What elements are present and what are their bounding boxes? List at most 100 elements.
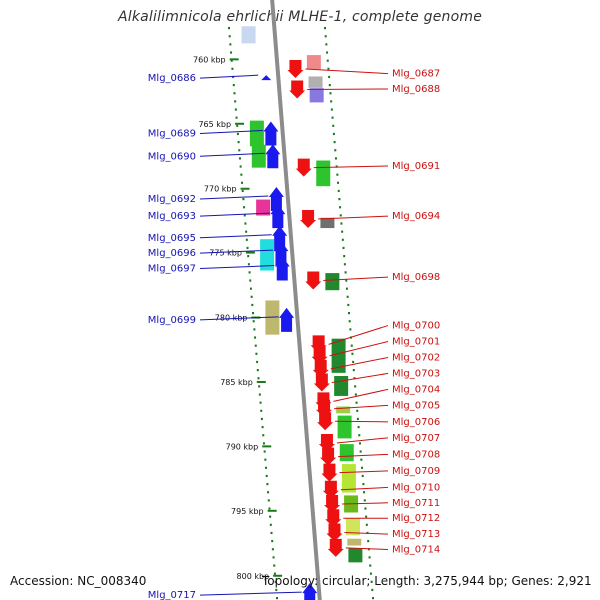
right-gene-arrow xyxy=(324,494,341,513)
track-dot xyxy=(239,165,242,168)
track-dot xyxy=(354,385,357,388)
track-dot xyxy=(228,35,231,38)
track-dot xyxy=(240,173,243,176)
gene-label-left: Mlg_0693 xyxy=(148,211,196,222)
gene-label-left: Mlg_0689 xyxy=(148,128,196,139)
track-dot xyxy=(343,255,346,258)
track-dot xyxy=(357,426,360,429)
track-dot xyxy=(348,312,350,315)
right-leader xyxy=(335,420,389,423)
track-dot xyxy=(363,491,366,494)
left-leader xyxy=(199,129,263,134)
track-dot xyxy=(243,214,246,217)
track-dot xyxy=(238,149,241,152)
left-gene-arrow xyxy=(302,583,318,600)
track-dot xyxy=(235,116,238,119)
track-dot xyxy=(249,279,252,282)
right-gene-arrow xyxy=(327,538,344,557)
track-dot xyxy=(254,344,257,347)
gene-label-right: Mlg_0691 xyxy=(392,161,440,172)
track-dot xyxy=(332,132,335,136)
track-dot xyxy=(371,588,374,592)
track-dot xyxy=(353,377,356,380)
track-dot xyxy=(275,588,278,592)
track-dot xyxy=(236,124,239,127)
left-gene-arrow xyxy=(268,187,284,211)
track-dot xyxy=(270,531,273,535)
tick-label: 770 kbp xyxy=(204,185,237,194)
track-dot xyxy=(362,483,365,486)
track-dot xyxy=(341,230,344,233)
track-dot xyxy=(246,246,249,250)
track-dot xyxy=(267,491,270,494)
gene-label-right: Mlg_0710 xyxy=(392,482,440,493)
track-dot xyxy=(328,84,331,87)
track-dot xyxy=(329,92,332,95)
tick-label: 785 kbp xyxy=(220,378,253,387)
track-dot xyxy=(352,360,355,364)
right-gene-arrow xyxy=(318,433,335,452)
left-gene-arrow xyxy=(270,204,286,229)
track-dot xyxy=(363,499,366,502)
gene-label-right: Mlg_0698 xyxy=(392,272,440,283)
track-dot xyxy=(230,59,233,62)
track-dot xyxy=(260,417,263,421)
right-leader xyxy=(339,470,389,474)
gene-label-left: Mlg_0692 xyxy=(148,194,196,205)
track-dot xyxy=(241,189,244,193)
right-gene-arrow xyxy=(295,158,312,177)
track-dot xyxy=(342,246,345,250)
track-dot xyxy=(238,157,241,160)
track-dot xyxy=(351,352,354,355)
left-leader xyxy=(199,249,273,254)
left-gene-block xyxy=(256,199,271,216)
track-dot xyxy=(327,67,330,70)
track-dot xyxy=(345,287,348,290)
track-dot xyxy=(247,263,250,266)
genome-backbone xyxy=(270,0,322,600)
left-leader xyxy=(199,74,259,79)
track-dot xyxy=(258,393,261,396)
left-gene-block xyxy=(260,239,275,271)
gene-label-right: Mlg_0701 xyxy=(392,337,440,348)
right-gene-block xyxy=(334,375,349,396)
track-dot xyxy=(261,426,264,429)
right-leader xyxy=(330,356,389,370)
left-gene-arrow xyxy=(263,121,279,146)
left-gene-arrow xyxy=(273,241,289,266)
track-dot xyxy=(355,401,358,404)
right-leader xyxy=(323,276,389,282)
track-dot xyxy=(344,271,347,274)
track-dot xyxy=(262,442,265,445)
gene-label-right: Mlg_0706 xyxy=(392,417,440,428)
track-dot xyxy=(364,507,367,510)
left-gene-arrow xyxy=(279,307,295,332)
track-dot xyxy=(249,287,252,290)
track-dot xyxy=(250,295,253,298)
gene-label-right: Mlg_0688 xyxy=(392,84,440,95)
track-dot xyxy=(331,116,334,119)
track-dot xyxy=(258,385,261,388)
track-dot xyxy=(328,75,331,79)
left-leader xyxy=(199,195,269,200)
gene-label-right: Mlg_0712 xyxy=(392,513,440,524)
track-dot xyxy=(255,352,258,355)
right-gene-arrow xyxy=(317,412,334,431)
right-leader xyxy=(331,372,389,384)
left-leader xyxy=(199,152,265,157)
track-dot xyxy=(273,564,276,567)
track-dot xyxy=(237,141,240,144)
left-gene-arrow xyxy=(272,225,288,250)
tick-label: 800 kbp xyxy=(237,572,270,581)
right-gene-block xyxy=(347,538,362,546)
right-gene-block xyxy=(346,518,360,536)
track-dot xyxy=(245,238,248,241)
left-leader xyxy=(199,316,279,321)
gene-label-left: Mlg_0717 xyxy=(148,590,196,600)
track-dot xyxy=(346,295,349,298)
track-dot xyxy=(259,401,262,404)
track-dot xyxy=(367,540,370,543)
right-gene-arrow xyxy=(289,80,306,99)
track-dot xyxy=(356,409,359,412)
gene-label-right: Mlg_0704 xyxy=(392,384,440,395)
